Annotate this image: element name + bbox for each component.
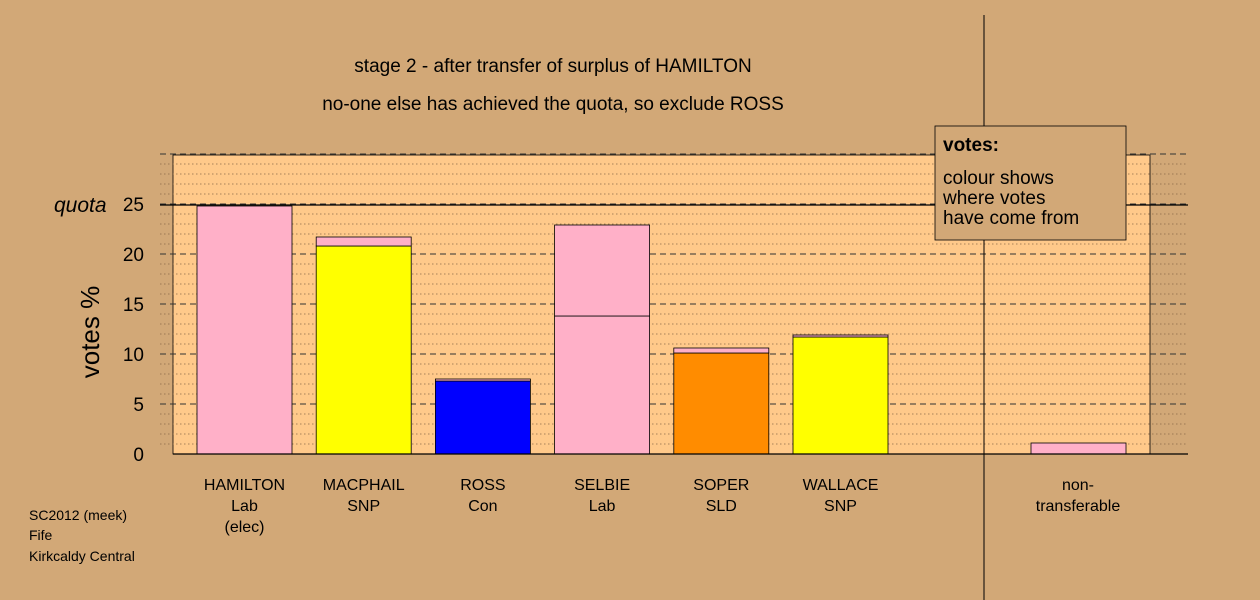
y-tick-label: 15 xyxy=(123,295,144,316)
footer-region: Fife xyxy=(29,527,53,543)
bar-segment-selbie xyxy=(554,224,650,317)
y-tick-label: 20 xyxy=(123,245,144,266)
category-party: SLD xyxy=(706,498,737,515)
y-axis-label: votes % xyxy=(75,286,105,379)
category-party: SNP xyxy=(347,498,380,515)
footer-constituency: Kirkcaldy Central xyxy=(29,548,135,564)
bar-segment-ross xyxy=(434,380,531,455)
legend-box xyxy=(934,125,1127,241)
quota-label: quota xyxy=(54,194,107,217)
footer-source: SC2012 (meek) xyxy=(29,507,127,523)
bar-segment-soper xyxy=(673,347,770,354)
y-axis-ticks: 0 5 10 15 20 25 xyxy=(123,195,144,466)
chart-subtitle: no-one else has achieved the quota, so e… xyxy=(322,94,784,115)
category-name: SELBIE xyxy=(574,477,630,494)
bar-segment-soper xyxy=(673,352,770,455)
category-name: HAMILTON xyxy=(204,477,285,494)
bar-segment-macphail xyxy=(315,245,412,455)
bar-segment-nontransferable xyxy=(1030,442,1127,455)
bar-segment-ross xyxy=(434,378,531,382)
category-name: ROSS xyxy=(460,477,505,494)
category-party: Con xyxy=(468,498,497,515)
legend-title: votes: xyxy=(943,135,999,156)
bars xyxy=(196,205,889,455)
y-tick-label: 25 xyxy=(123,195,144,216)
legend-line-3: have come from xyxy=(943,208,1079,229)
category-name: transferable xyxy=(1036,498,1121,515)
category-party: Lab xyxy=(589,498,616,515)
nontransferable-bar-group xyxy=(1030,442,1127,455)
bar-segment-hamilton xyxy=(196,205,293,455)
category-labels: HAMILTON Lab (elec) MACPHAIL SNP ROSS Con SELBI… xyxy=(204,477,1120,536)
legend-line-2: where votes xyxy=(942,188,1045,209)
bar-segment-macphail xyxy=(315,236,412,247)
chart-title: stage 2 - after transfer of surplus of H… xyxy=(354,56,751,77)
y-tick-label: 10 xyxy=(123,345,144,366)
category-name: WALLACE xyxy=(803,477,879,494)
bar-segment-selbie xyxy=(554,315,650,455)
category-name: MACPHAIL xyxy=(323,477,405,494)
bar-segment-wallace xyxy=(792,334,889,338)
y-tick-label: 0 xyxy=(133,445,144,466)
category-party: SNP xyxy=(824,498,857,515)
y-tick-label: 5 xyxy=(133,395,144,416)
category-name: non- xyxy=(1062,477,1094,494)
category-note: (elec) xyxy=(224,519,264,536)
category-party: Lab xyxy=(231,498,258,515)
legend: votes: colour shows where votes have com… xyxy=(934,125,1127,241)
legend-line-1: colour shows xyxy=(943,168,1054,189)
bar-segment-wallace xyxy=(792,336,889,455)
category-name: SOPER xyxy=(693,477,749,494)
